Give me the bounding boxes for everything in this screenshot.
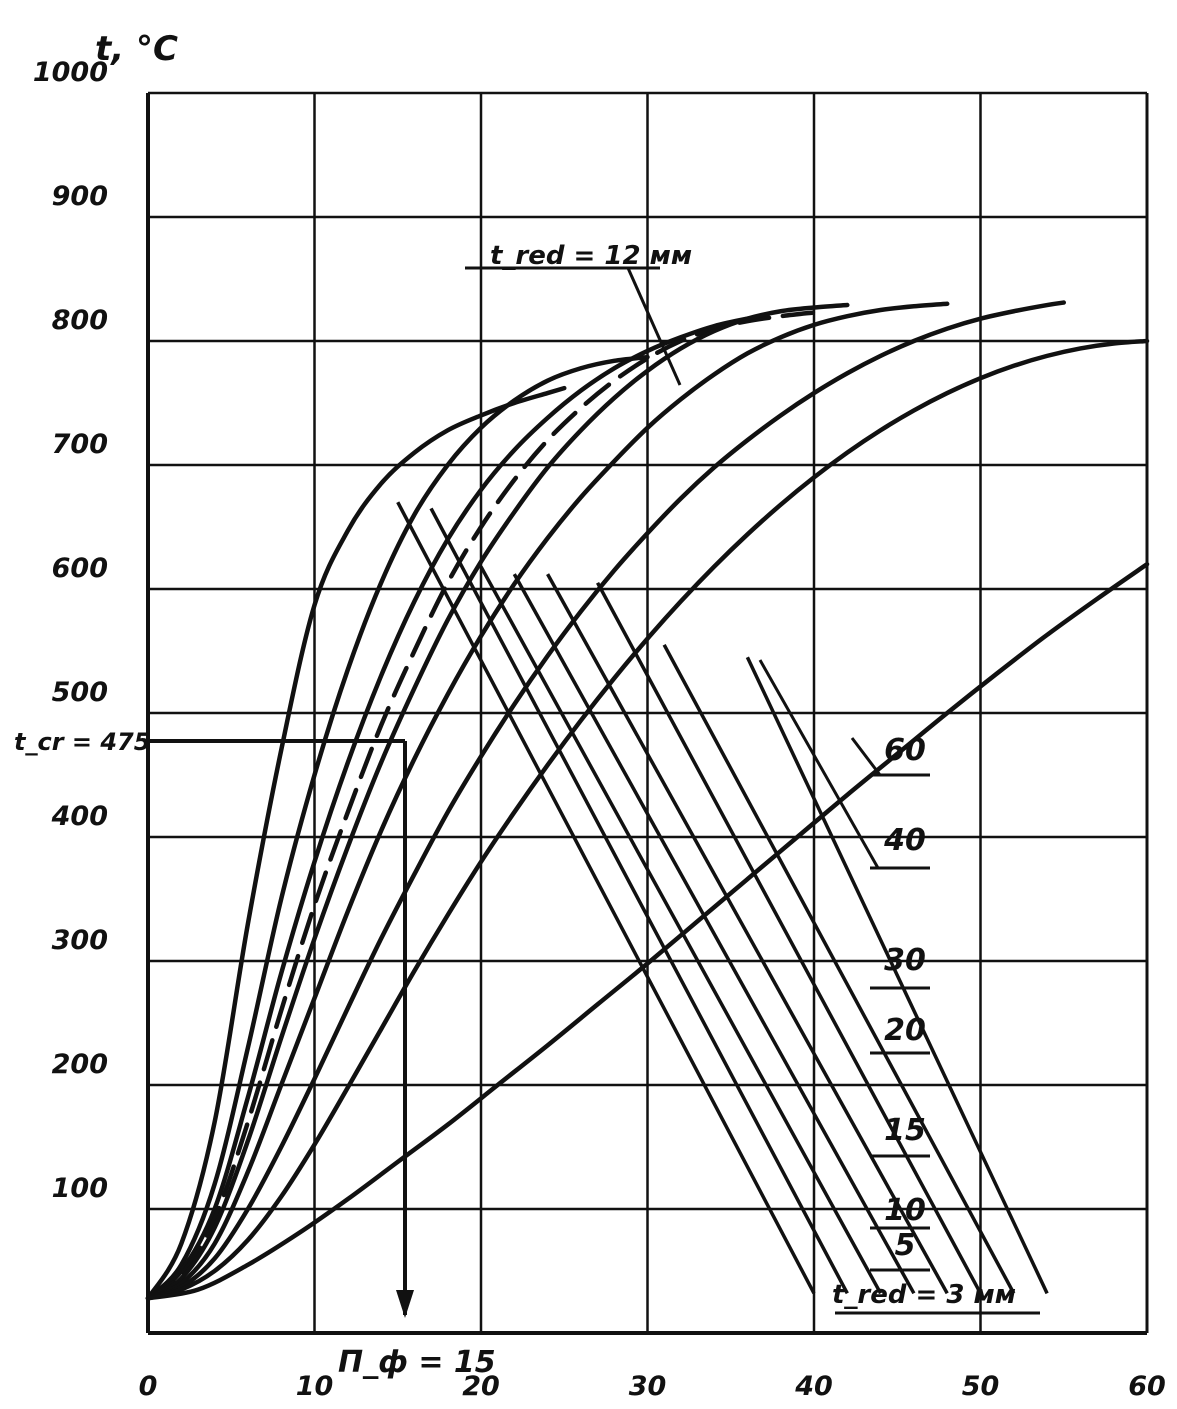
y-tick-label: 1000 <box>33 57 108 88</box>
x-tick-label: 20 <box>462 1371 500 1402</box>
y-tick-label: 300 <box>52 925 108 956</box>
y-tick-label: 600 <box>52 553 108 584</box>
x-tick-label: 30 <box>629 1371 667 1402</box>
y-tick-label: 200 <box>52 1049 108 1080</box>
series-line-3 <box>145 385 567 1301</box>
arrow-down-icon <box>396 1290 414 1318</box>
series-line-10 <box>145 313 767 1301</box>
series-line-15 <box>145 302 850 1301</box>
grid <box>148 91 1147 1333</box>
series-label-5: 5 <box>895 1228 916 1263</box>
x-tick-label: 40 <box>794 1371 833 1402</box>
y-axis-label: t, °C <box>95 29 178 69</box>
series-line-40 <box>145 338 1150 1301</box>
y-tick-label: 900 <box>52 181 108 212</box>
series-line-20 <box>145 301 950 1301</box>
y-tick-label: 500 <box>52 677 108 708</box>
x-tick-label: 50 <box>962 1371 1000 1402</box>
x-tick-label: 10 <box>296 1371 334 1402</box>
critical-x-label: П_ф = 15 <box>338 1345 496 1380</box>
series-label-40: 40 <box>883 823 926 858</box>
intersection-line <box>479 565 883 1295</box>
intersection-line <box>396 501 816 1295</box>
series-line-30 <box>145 300 1066 1301</box>
intersection-line <box>596 581 983 1295</box>
axes <box>146 93 1149 1335</box>
intersection-line <box>512 573 916 1295</box>
series-line-60 <box>145 561 1150 1301</box>
intersection-line <box>662 643 1016 1295</box>
top-series-label: t_red = 12 мм <box>490 241 692 271</box>
series-label-60: 60 <box>884 733 926 768</box>
y-tick-label: 100 <box>52 1173 108 1204</box>
y-tick-label: 400 <box>51 801 108 832</box>
x-tick-label: 0 <box>139 1371 158 1402</box>
bottom-series-label: t_red = 3 мм <box>832 1280 1016 1310</box>
intersection-line <box>546 573 949 1295</box>
series-label-leader <box>850 737 882 776</box>
x-tick-label: 60 <box>1128 1371 1166 1402</box>
series-label-10: 10 <box>884 1193 926 1228</box>
series-label-leader <box>758 659 880 869</box>
series-label-15: 15 <box>884 1113 926 1148</box>
critical-temp-label: t_cr = 475 <box>14 728 150 756</box>
series-label-20: 20 <box>884 1013 926 1048</box>
series-label-30: 30 <box>884 943 926 978</box>
intersection-lines <box>396 501 1049 1295</box>
y-tick-label: 700 <box>52 429 108 460</box>
series-line-12 <box>145 310 817 1301</box>
intersection-line <box>745 656 1049 1295</box>
y-tick-label: 800 <box>52 305 108 336</box>
series-labels: 60 40 30 20 15 105 <box>758 659 930 1272</box>
series-line-5 <box>145 354 650 1301</box>
intersection-line <box>429 507 849 1295</box>
curves <box>145 300 1150 1301</box>
tick-labels: 0 10 20 30 40 50 60 100 200 300 400 500 600 700 800 900… <box>33 57 1166 1402</box>
top-label-leader <box>626 267 682 386</box>
